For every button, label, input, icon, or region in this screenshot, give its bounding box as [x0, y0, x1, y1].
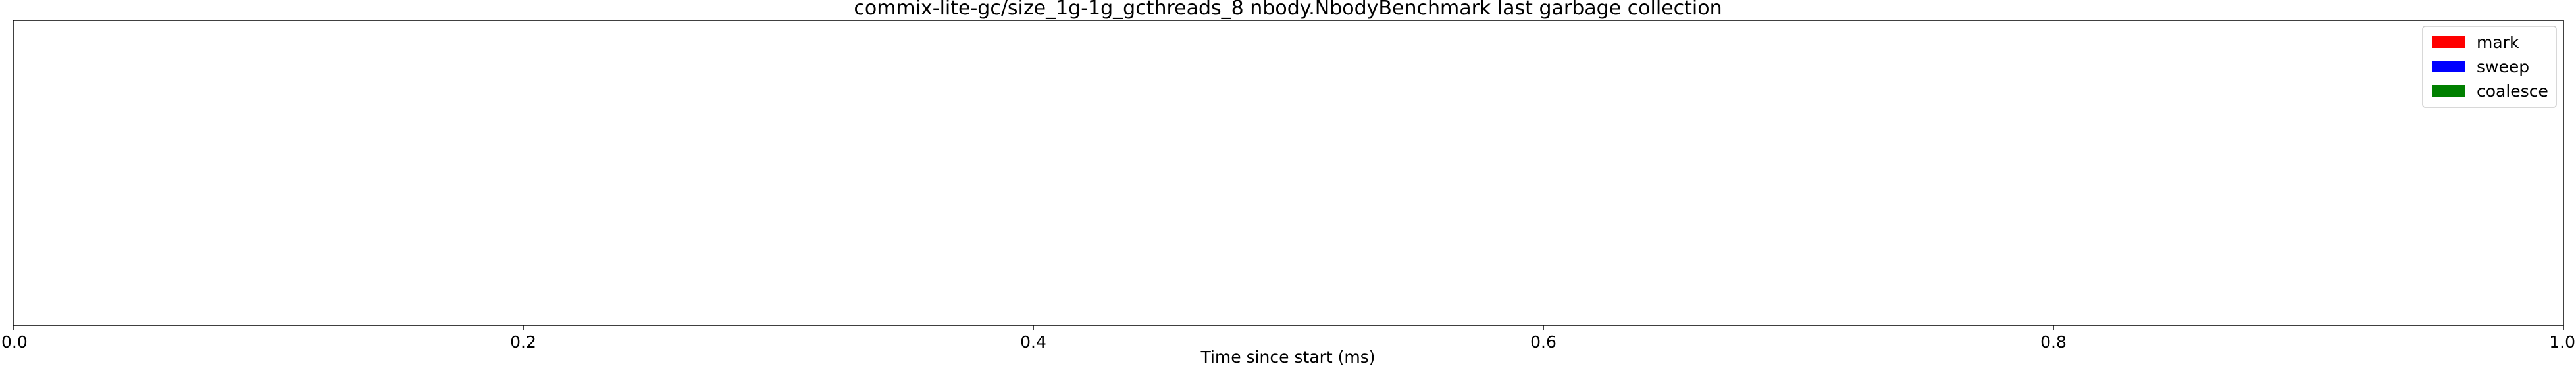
- x-tick-label: 1.0: [2549, 332, 2575, 352]
- x-axis: 0.0 0.2 0.4 0.6 0.8 1.0: [1, 325, 2575, 352]
- plot-area: [13, 20, 2564, 326]
- legend-label-mark: mark: [2477, 33, 2519, 52]
- x-tick-label: 0.2: [510, 332, 536, 352]
- x-axis-label: Time since start (ms): [1200, 348, 1375, 366]
- chart-title: commix-lite-gc/size_1g-1g_gcthreads_8 nb…: [854, 0, 1722, 20]
- legend-swatch-coalesce: [2432, 85, 2465, 97]
- x-tick-label: 0.0: [1, 332, 28, 352]
- legend-swatch-sweep: [2432, 61, 2465, 72]
- x-tick-label: 0.8: [2040, 332, 2067, 352]
- x-tick-label: 0.4: [1020, 332, 1046, 352]
- x-tick-label: 0.6: [1530, 332, 1557, 352]
- legend-swatch-mark: [2432, 36, 2465, 48]
- legend: mark sweep coalesce: [2422, 26, 2557, 108]
- legend-label-sweep: sweep: [2477, 57, 2529, 76]
- legend-label-coalesce: coalesce: [2477, 82, 2548, 101]
